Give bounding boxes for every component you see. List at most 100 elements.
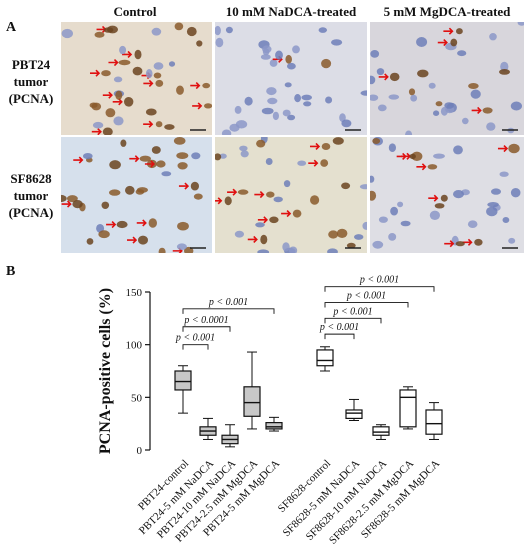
stained-nucleus — [193, 193, 203, 200]
unstained-nucleus — [390, 206, 398, 216]
stained-nucleus — [427, 164, 438, 170]
row-header-sf8628-line1: SF8628 — [10, 171, 52, 186]
red-arrow-marker — [73, 156, 84, 164]
unstained-nucleus — [234, 230, 244, 238]
unstained-nucleus — [388, 233, 397, 241]
unstained-nucleus — [92, 121, 104, 129]
stained-nucleus — [320, 159, 329, 167]
unstained-nucleus — [372, 240, 384, 249]
stained-nucleus — [118, 59, 131, 66]
unstained-nucleus — [470, 89, 481, 99]
stained-nucleus — [499, 69, 510, 75]
box-iqr — [425, 409, 443, 435]
stained-nucleus — [94, 31, 105, 38]
stained-nucleus — [72, 200, 83, 209]
stained-nucleus — [91, 102, 102, 111]
unstained-nucleus — [467, 220, 478, 228]
unstained-nucleus — [457, 50, 467, 57]
stained-nucleus — [292, 209, 302, 218]
stained-nucleus — [370, 190, 377, 201]
stained-nucleus — [321, 143, 331, 150]
stained-nucleus — [98, 230, 110, 239]
stained-nucleus — [102, 127, 113, 135]
stained-nucleus — [269, 216, 279, 224]
stained-nucleus — [138, 235, 148, 245]
unstained-nucleus — [61, 28, 73, 39]
unstained-nucleus — [453, 190, 464, 199]
red-arrow-marker — [89, 69, 101, 77]
stained-nucleus — [136, 187, 148, 193]
unstained-nucleus — [405, 130, 413, 135]
stained-nucleus — [151, 146, 161, 154]
unstained-nucleus — [215, 25, 221, 36]
unstained-nucleus — [318, 27, 327, 33]
unstained-nucleus — [428, 82, 436, 89]
box-iqr — [372, 426, 390, 436]
unstained-nucleus — [370, 75, 376, 85]
unstained-nucleus — [275, 50, 283, 60]
stained-nucleus — [156, 160, 166, 168]
unstained-nucleus — [297, 160, 307, 166]
stained-nucleus — [109, 160, 121, 170]
unstained-nucleus — [388, 143, 396, 152]
box-iqr — [243, 386, 261, 417]
red-arrow-marker — [190, 82, 201, 90]
stained-nucleus — [139, 155, 151, 162]
significance-bracket — [324, 302, 409, 308]
stained-nucleus — [204, 103, 212, 109]
stained-nucleus — [237, 189, 249, 195]
red-arrow-marker — [444, 240, 455, 248]
unstained-nucleus — [489, 33, 497, 41]
significance-label: p < 0.001 — [346, 291, 386, 302]
unstained-nucleus — [287, 62, 296, 70]
red-arrow-marker — [497, 144, 509, 153]
red-arrow-marker — [192, 102, 203, 110]
unstained-nucleus — [499, 171, 509, 177]
unstained-nucleus — [151, 27, 162, 36]
stained-nucleus — [417, 69, 429, 78]
stained-nucleus — [115, 90, 123, 100]
stained-nucleus — [310, 195, 320, 205]
micrograph-pbt24-control — [61, 22, 212, 135]
unstained-nucleus — [508, 237, 516, 244]
unstained-nucleus — [433, 110, 440, 116]
unstained-nucleus — [272, 111, 279, 121]
unstained-nucleus — [354, 234, 364, 240]
unstained-nucleus — [273, 196, 283, 203]
unstained-nucleus — [410, 94, 418, 102]
micrograph-sf8628-mgdca — [370, 137, 524, 253]
stained-nucleus — [145, 108, 157, 116]
box-iqr — [399, 389, 417, 428]
stained-nucleus — [174, 22, 184, 31]
stained-nucleus — [132, 66, 143, 76]
stained-nucleus — [148, 218, 157, 228]
y-tick-label: 50 — [131, 392, 143, 404]
red-arrow-marker — [215, 197, 223, 205]
unstained-nucleus — [360, 90, 367, 96]
stained-nucleus — [328, 230, 339, 239]
column-header-mgdca: 5 mM MgDCA-treated — [383, 4, 511, 19]
unstained-nucleus — [359, 184, 367, 190]
stained-nucleus — [456, 28, 463, 35]
stained-nucleus — [134, 49, 142, 60]
stained-nucleus — [176, 152, 189, 159]
unstained-nucleus — [362, 221, 367, 230]
unstained-nucleus — [491, 188, 501, 195]
red-arrow-marker — [143, 79, 154, 87]
stained-nucleus — [116, 220, 128, 229]
red-arrow-marker — [437, 38, 448, 47]
stained-nucleus — [408, 88, 416, 96]
significance-label: p < 0.001 — [175, 333, 215, 344]
box-iqr — [174, 370, 192, 391]
red-arrow-marker — [281, 210, 292, 218]
unstained-nucleus — [510, 101, 522, 111]
stained-nucleus — [67, 195, 78, 203]
row-header-pbt24-line1: PBT24 — [11, 57, 51, 72]
red-arrow-marker — [144, 160, 156, 168]
red-arrow-marker — [378, 73, 389, 81]
stained-nucleus — [173, 137, 186, 145]
stained-nucleus — [260, 234, 268, 245]
red-arrow-marker — [178, 182, 190, 190]
red-arrow-marker — [308, 159, 319, 167]
red-arrow-marker — [428, 194, 439, 202]
